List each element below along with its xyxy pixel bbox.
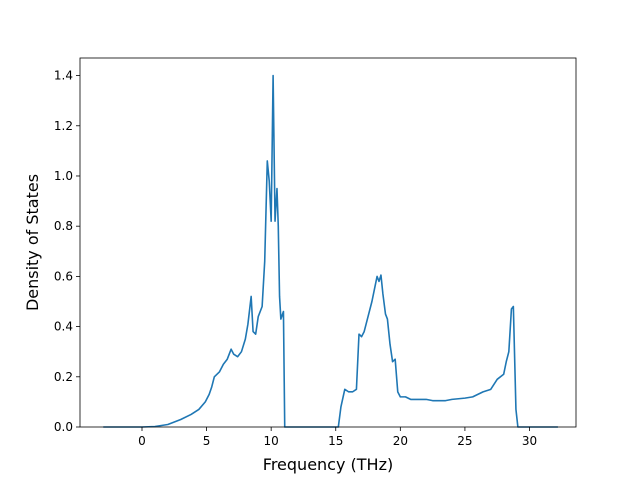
y-tick-label: 0.4: [54, 320, 73, 334]
axes-frame: [79, 57, 577, 428]
y-tick-label: 0.0: [54, 420, 73, 434]
dos-line-series-0: [103, 74, 558, 428]
x-tick-label: 20: [393, 434, 408, 448]
x-tick-label: 10: [264, 434, 279, 448]
x-axis-label: Frequency (THz): [263, 455, 393, 474]
y-axis-ticks: 0.0 0.2 0.4 0.6 0.8 1.0 1.2 1.4: [54, 69, 80, 434]
x-axis-ticks: 0 5 10 15 20 25 30: [138, 427, 537, 448]
x-tick-label: 30: [522, 434, 537, 448]
y-tick-label: 0.2: [54, 370, 73, 384]
y-tick-label: 0.6: [54, 269, 73, 283]
y-tick-label: 1.4: [54, 69, 73, 83]
y-axis-label: Density of States: [23, 174, 42, 311]
plot-area: [103, 74, 558, 428]
x-tick-label: 0: [138, 434, 146, 448]
y-tick-label: 1.2: [54, 119, 73, 133]
x-tick-label: 5: [203, 434, 211, 448]
x-tick-label: 15: [328, 434, 343, 448]
x-tick-label: 25: [457, 434, 472, 448]
y-tick-label: 1.0: [54, 169, 73, 183]
y-tick-label: 0.8: [54, 219, 73, 233]
